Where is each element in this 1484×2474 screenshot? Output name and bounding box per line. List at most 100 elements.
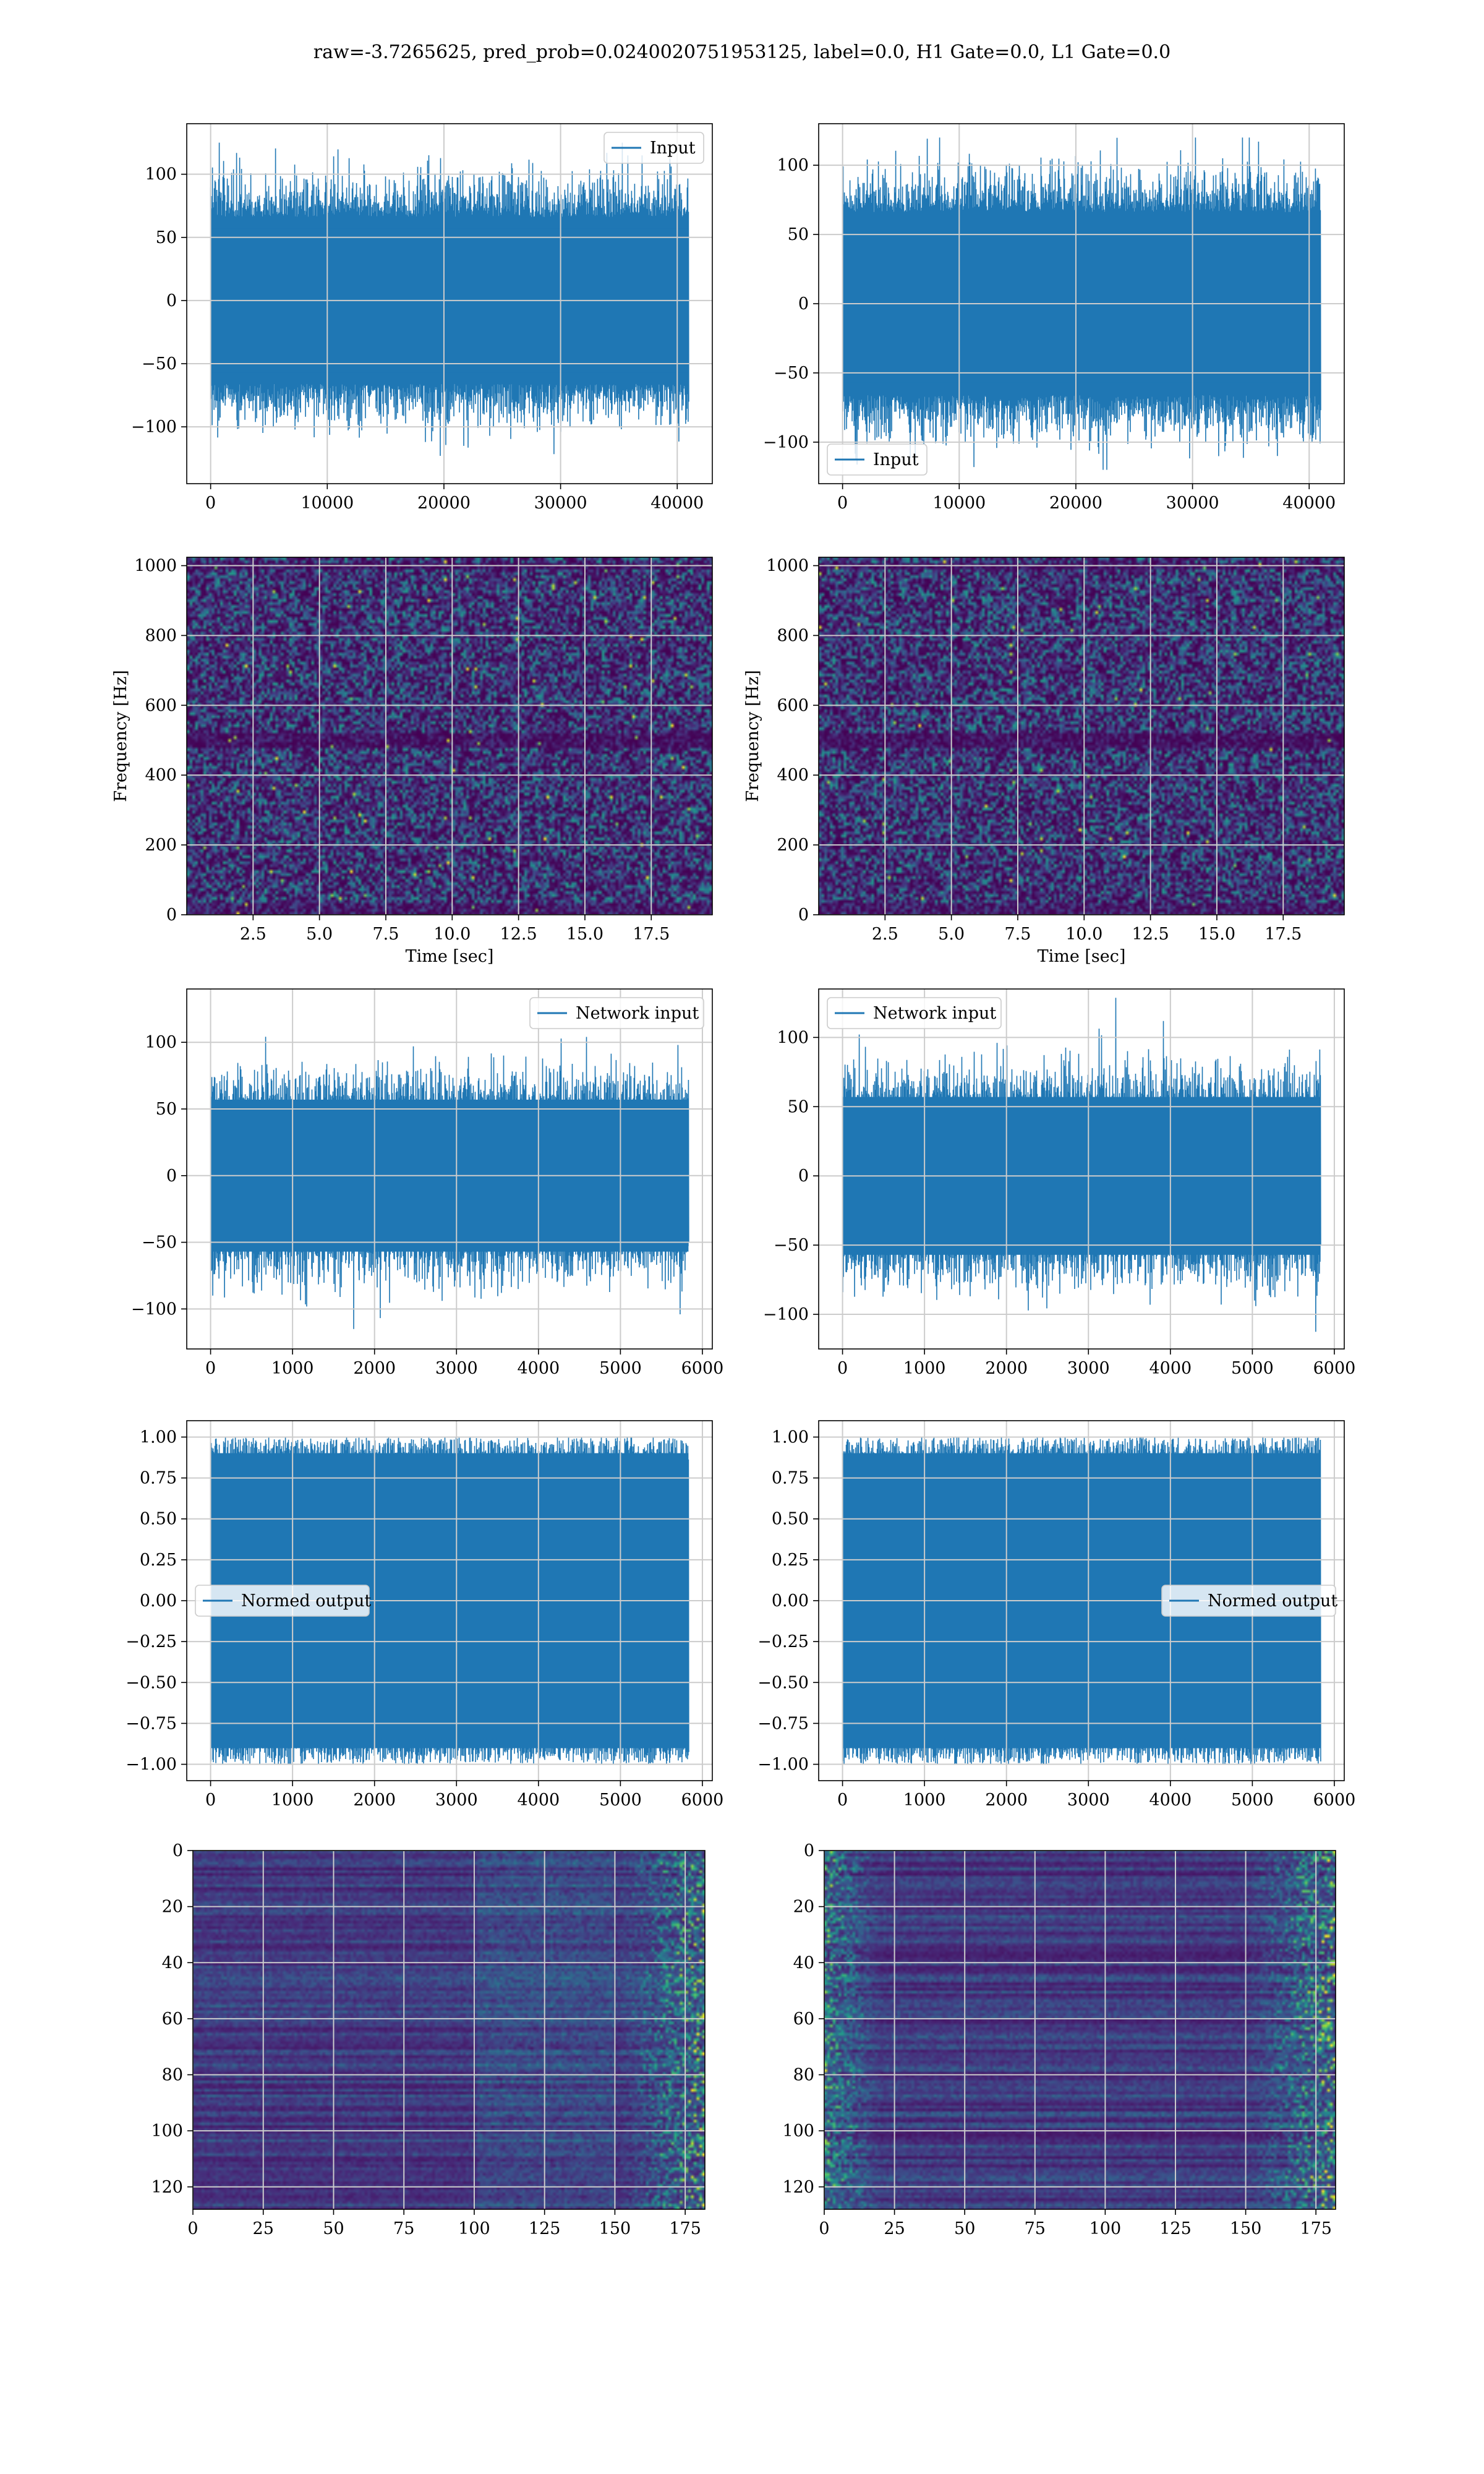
y-tick-label: 0	[166, 291, 177, 310]
y-tick-label: 100	[145, 1033, 177, 1052]
y-tick-label: 200	[145, 836, 177, 855]
y-tick-label: −50	[774, 1236, 809, 1255]
legend-frame	[603, 132, 704, 164]
x-tick-label: 4000	[1149, 1359, 1192, 1378]
legend-frame	[827, 997, 1002, 1029]
x-tick-label: 30000	[1166, 494, 1219, 513]
y-tick-label: 60	[162, 2010, 183, 2029]
x-tick-label: 17.5	[1264, 925, 1302, 944]
x-tick-label: 0	[205, 494, 216, 513]
x-tick-label: 2.5	[872, 925, 898, 944]
x-tick-label: 5.0	[306, 925, 333, 944]
x-tick-label: 25	[884, 2219, 905, 2238]
legend-label: Normed output	[241, 1591, 371, 1611]
axes-frame	[818, 557, 1345, 915]
x-tick-label: 3000	[435, 1791, 478, 1810]
x-tick-label: 1000	[903, 1359, 946, 1378]
y-tick-label: 0	[798, 1166, 809, 1186]
y-tick-label: 400	[145, 766, 177, 785]
y-tick-label: −0.75	[757, 1714, 809, 1733]
y-tick-label: 0.25	[772, 1551, 809, 1570]
axes-frame	[192, 1850, 706, 2210]
chart-input-h1: 0 10000 20000 30000 40000 −100 −50 0 50 100 Input	[131, 123, 713, 513]
y-tick-label: 200	[777, 836, 809, 855]
chart-normed-output-l1: 0 1000 2000 3000 4000 5000 6000 −1.00 −0.75 −0.50…	[757, 1420, 1355, 1810]
y-tick-label: −50	[774, 364, 809, 383]
x-tick-label: 6000	[681, 1359, 724, 1378]
grid-lines	[187, 124, 712, 484]
legend: Normed output	[1161, 1585, 1337, 1617]
x-tick-label: 125	[1159, 2219, 1192, 2238]
y-tick-label: 120	[782, 2178, 814, 2197]
axes-frame	[824, 1850, 1336, 2210]
x-tick-label: 150	[1230, 2219, 1262, 2238]
y-tick-label: 800	[145, 626, 177, 645]
x-tick-label: 0	[837, 1359, 848, 1378]
y-tick-label: 800	[777, 626, 809, 645]
x-tick-label: 2000	[353, 1359, 396, 1378]
y-tick-label: 0	[166, 905, 177, 925]
x-tick-label: 125	[529, 2219, 561, 2238]
y-tick-label: 0	[173, 1841, 183, 1860]
axes-frame	[186, 557, 713, 915]
y-tick-label: 100	[777, 1028, 809, 1047]
legend-frame	[195, 1585, 370, 1617]
x-axis-label: Time [sec]	[1038, 947, 1126, 966]
y-tick-label: 100	[782, 2121, 814, 2141]
x-tick-label: 150	[599, 2219, 631, 2238]
plot-area	[819, 557, 1344, 915]
x-tick-label: 50	[954, 2219, 975, 2238]
chart-spectrogram-h1: 2.5 5.0 7.5 10.0 12.5 15.0 17.5 0 200 400 600 800 10…	[111, 557, 713, 966]
y-tick-label: 400	[777, 766, 809, 785]
x-tick-label: 0	[187, 2219, 198, 2238]
x-tick-label: 6000	[681, 1791, 724, 1810]
x-tick-label: 75	[393, 2219, 414, 2238]
y-tick-label: 120	[151, 2178, 183, 2197]
chart-network-input-l1: 0 1000 2000 3000 4000 5000 6000 −100 −50 0 50 100 Ne…	[763, 988, 1355, 1378]
x-tick-label: 10000	[932, 494, 986, 513]
y-tick-label: 0	[804, 1841, 814, 1860]
y-tick-label: 100	[777, 156, 809, 175]
x-tick-label: 10.0	[433, 925, 471, 944]
y-tick-label: 20	[793, 1898, 814, 1917]
x-tick-label: 0	[819, 2219, 829, 2238]
chart-spectrogram-l1: 2.5 5.0 7.5 10.0 12.5 15.0 17.5 0 200 400 600 800 10…	[743, 557, 1345, 966]
legend: Network input	[529, 997, 704, 1029]
y-tick-label: 1.00	[140, 1427, 177, 1447]
legend: Normed output	[195, 1585, 371, 1617]
x-tick-label: 100	[458, 2219, 490, 2238]
x-tick-label: 1000	[271, 1791, 314, 1810]
x-tick-label: 2.5	[240, 925, 267, 944]
legend-label: Network input	[873, 1004, 996, 1023]
legend-label: Input	[873, 450, 919, 469]
x-tick-label: 40000	[650, 494, 704, 513]
x-tick-label: 2000	[985, 1791, 1028, 1810]
y-tick-label: 1.00	[772, 1427, 809, 1447]
y-tick-label: 1000	[134, 557, 177, 576]
x-tick-label: 75	[1025, 2219, 1046, 2238]
y-tick-label: 40	[793, 1953, 814, 1972]
figure-suptitle: raw=-3.7265625, pred_prob=0.024002075195…	[313, 41, 1171, 63]
x-tick-label: 15.0	[566, 925, 603, 944]
plot-area	[193, 1851, 705, 2209]
legend-label: Input	[650, 139, 696, 158]
legend-frame	[1161, 1585, 1336, 1617]
x-tick-label: 3000	[1067, 1359, 1110, 1378]
y-tick-label: 0	[166, 1166, 177, 1186]
y-tick-label: −1.00	[126, 1755, 177, 1774]
y-tick-label: 50	[156, 1100, 177, 1119]
y-tick-label: 0.75	[772, 1469, 809, 1488]
y-tick-label: −0.50	[757, 1673, 809, 1692]
y-tick-label: 600	[145, 696, 177, 715]
grid-lines	[819, 989, 1344, 1349]
y-tick-label: 100	[151, 2121, 183, 2141]
y-tick-label: 0.00	[772, 1591, 809, 1611]
x-tick-label: 12.5	[500, 925, 537, 944]
x-tick-label: 2000	[985, 1359, 1028, 1378]
grid-lines	[819, 124, 1344, 484]
activation-image	[193, 1851, 705, 2209]
y-tick-label: 40	[162, 1953, 183, 1972]
x-tick-label: 3000	[1067, 1791, 1110, 1810]
y-tick-label: −0.50	[126, 1673, 177, 1692]
x-tick-label: 1000	[903, 1791, 946, 1810]
